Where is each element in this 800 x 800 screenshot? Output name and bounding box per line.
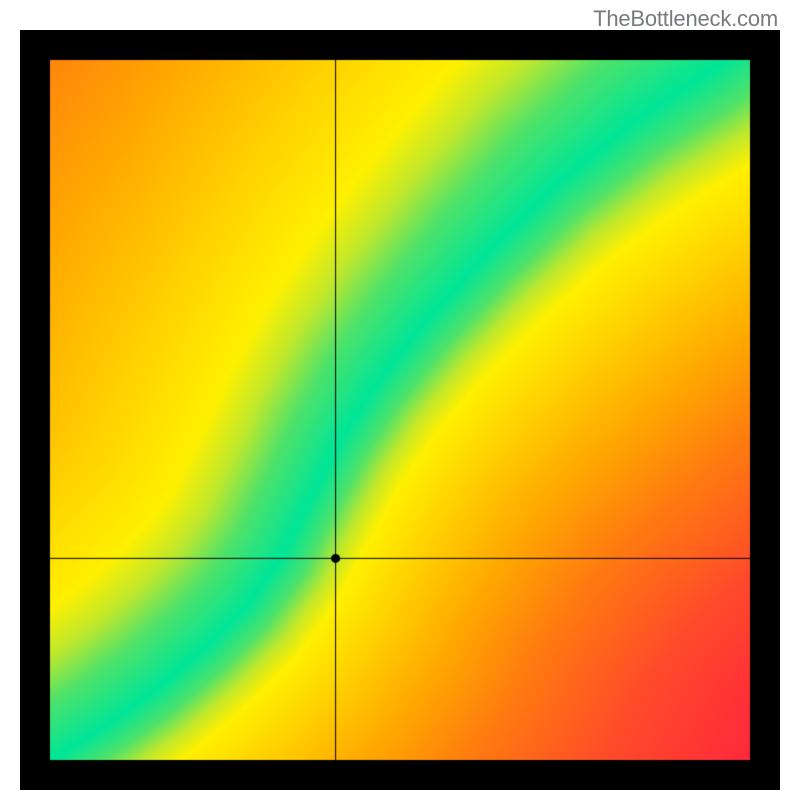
chart-container: TheBottleneck.com	[0, 0, 800, 800]
watermark-text: TheBottleneck.com	[593, 6, 778, 32]
plot-frame	[20, 30, 780, 790]
heatmap-canvas	[20, 30, 780, 790]
